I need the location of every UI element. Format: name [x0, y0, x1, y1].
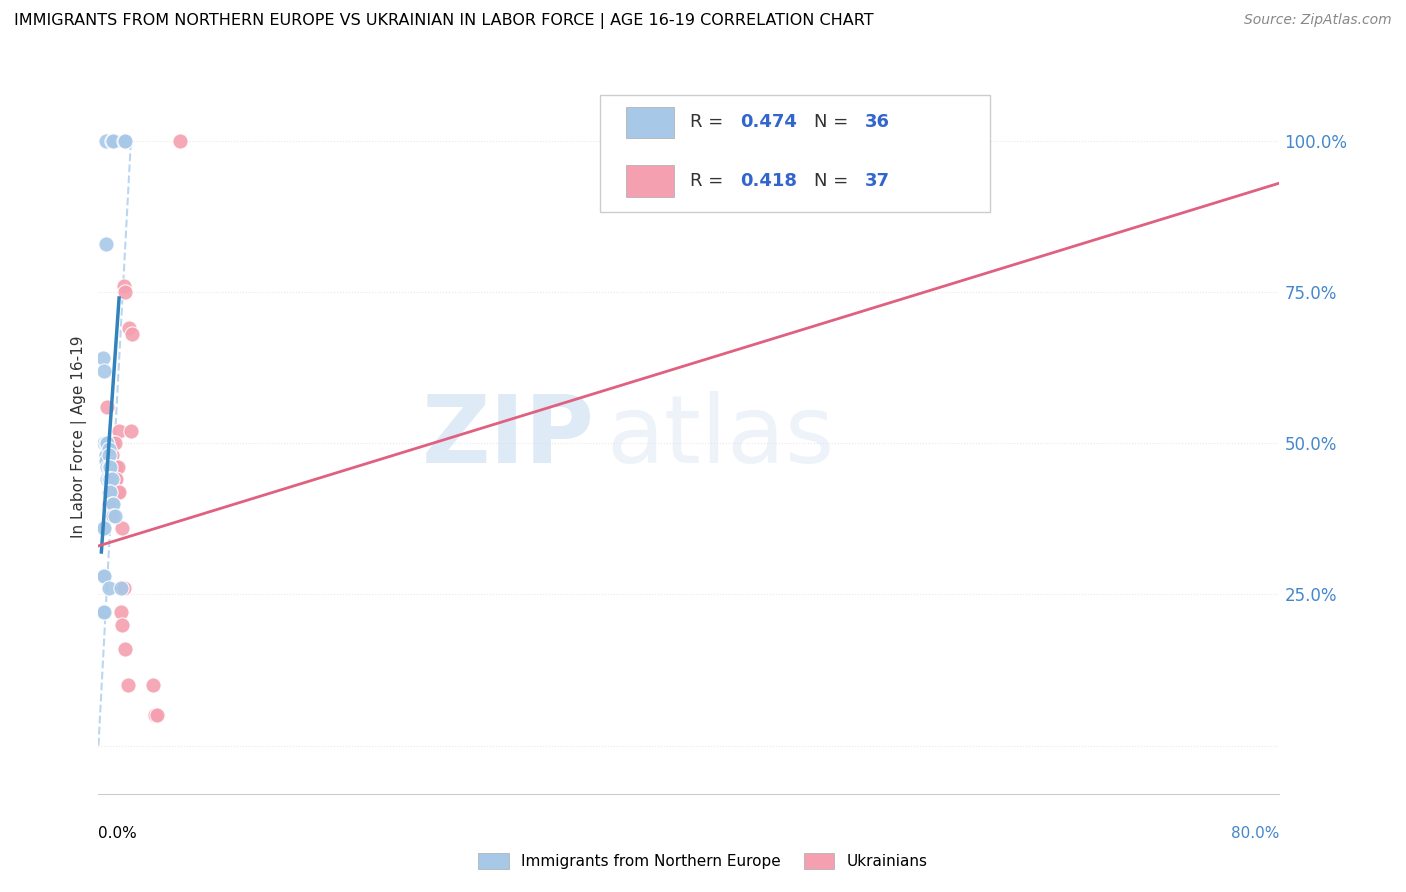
Point: [103, 508, 125, 523]
Text: R =: R =: [690, 113, 730, 131]
Point: [112, 279, 135, 293]
Point: [96, 436, 118, 450]
Y-axis label: In Labor Force | Age 16-19: In Labor Force | Age 16-19: [72, 335, 87, 539]
Point: [105, 472, 128, 486]
Text: Source: ZipAtlas.com: Source: ZipAtlas.com: [1244, 13, 1392, 28]
Point: [94, 236, 117, 251]
Point: [94, 436, 117, 450]
Point: [97, 581, 120, 595]
Point: [91, 521, 114, 535]
Point: [104, 508, 127, 523]
Point: [108, 484, 131, 499]
Point: [104, 436, 127, 450]
Point: [103, 134, 125, 148]
Point: [169, 134, 191, 148]
Point: [103, 472, 125, 486]
Point: [94, 454, 117, 468]
Text: 36: 36: [865, 113, 890, 131]
Point: [93, 521, 115, 535]
Point: [114, 134, 136, 148]
Point: [91, 606, 114, 620]
Point: [114, 285, 136, 299]
Text: ZIP: ZIP: [422, 391, 595, 483]
Point: [103, 436, 125, 450]
Text: IMMIGRANTS FROM NORTHERN EUROPE VS UKRAINIAN IN LABOR FORCE | AGE 16-19 CORRELAT: IMMIGRANTS FROM NORTHERN EUROPE VS UKRAI…: [14, 13, 873, 29]
Point: [93, 606, 115, 620]
Point: [91, 569, 114, 583]
Point: [91, 351, 114, 366]
Point: [111, 617, 134, 632]
Point: [103, 460, 125, 475]
Point: [107, 460, 129, 475]
Point: [114, 641, 136, 656]
Point: [104, 134, 127, 148]
Legend: Immigrants from Northern Europe, Ukrainians: Immigrants from Northern Europe, Ukraini…: [472, 847, 934, 875]
Point: [100, 472, 122, 486]
Point: [108, 424, 131, 438]
Point: [120, 424, 142, 438]
Point: [98, 508, 121, 523]
Point: [93, 569, 115, 583]
Text: 37: 37: [865, 172, 890, 190]
Point: [97, 484, 120, 499]
Point: [97, 448, 120, 462]
FancyBboxPatch shape: [626, 165, 673, 196]
Point: [104, 472, 127, 486]
Point: [110, 581, 132, 595]
Text: 80.0%: 80.0%: [1232, 826, 1279, 841]
Point: [118, 321, 141, 335]
Point: [97, 497, 120, 511]
Point: [98, 460, 121, 475]
Point: [97, 460, 120, 475]
Point: [98, 436, 121, 450]
Text: 0.418: 0.418: [740, 172, 797, 190]
Point: [100, 448, 122, 462]
Point: [107, 484, 129, 499]
Text: atlas: atlas: [606, 391, 835, 483]
Point: [93, 436, 115, 450]
Point: [100, 134, 122, 148]
Point: [94, 448, 117, 462]
Point: [97, 472, 120, 486]
Point: [146, 708, 169, 723]
Point: [98, 472, 121, 486]
Text: R =: R =: [690, 172, 730, 190]
Point: [112, 581, 135, 595]
Point: [117, 678, 139, 692]
Point: [142, 678, 165, 692]
Point: [96, 400, 118, 414]
Point: [96, 460, 118, 475]
Text: 0.0%: 0.0%: [98, 826, 138, 841]
FancyBboxPatch shape: [600, 95, 990, 212]
Point: [112, 134, 135, 148]
Text: N =: N =: [814, 113, 853, 131]
Point: [111, 521, 134, 535]
Point: [100, 436, 122, 450]
Point: [105, 460, 128, 475]
Point: [100, 508, 122, 523]
Point: [97, 442, 120, 457]
Point: [103, 497, 125, 511]
Point: [110, 606, 132, 620]
Point: [93, 363, 115, 377]
Point: [143, 708, 166, 723]
Point: [98, 448, 121, 462]
Point: [121, 327, 143, 342]
Text: N =: N =: [814, 172, 853, 190]
FancyBboxPatch shape: [626, 107, 673, 138]
Text: 0.474: 0.474: [740, 113, 797, 131]
Point: [96, 472, 118, 486]
Point: [94, 134, 117, 148]
Point: [104, 460, 127, 475]
Point: [100, 497, 122, 511]
Point: [97, 436, 120, 450]
Point: [98, 484, 121, 499]
